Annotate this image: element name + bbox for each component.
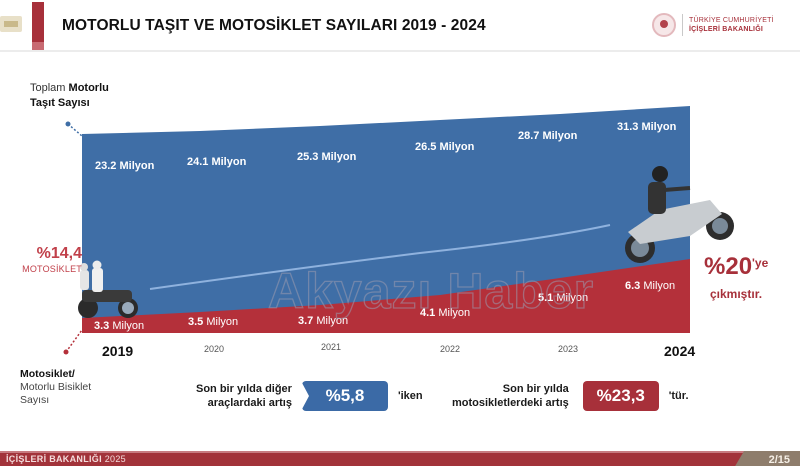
other-growth-text: Son bir yılda diğer araçlardaki artış [196, 382, 292, 410]
moto-label-line3: Sayısı [20, 394, 50, 406]
ministry-line-1: TÜRKİYE CUMHURİYETİ [689, 17, 774, 24]
year-2024: 2024 [664, 343, 695, 359]
total-label-2021: 25.3 Milyon [297, 151, 357, 163]
total-label-bold: Motorlu [68, 82, 109, 94]
footer-ministry: İÇİŞLERİ BAKANLIĞI 2025 [6, 454, 126, 464]
moto-growth-badge: %23,3 [582, 381, 659, 411]
total-vehicles-area [82, 106, 690, 333]
trend-line [149, 224, 611, 290]
ministry-name: TÜRKİYE CUMHURİYETİ İÇİŞLERİ BAKANLIĞI [689, 16, 774, 34]
moto-label-2019: 3.3 Milyon [94, 320, 144, 332]
total-label-2019: 23.2 Milyon [95, 160, 155, 172]
moto-share-2019: %14,4 [36, 245, 82, 262]
other-growth-badge: %5,8 [300, 381, 388, 411]
motorcycle-2024-icon [625, 166, 734, 263]
page-number-tab [734, 451, 800, 466]
total-label-2020: 24.1 Milyon [187, 156, 247, 168]
divider [682, 14, 683, 36]
moto-share-2024-suffix: 'ye [752, 256, 769, 270]
other-vehicles-growth: Son bir yılda diğer araçlardaki artış %5… [196, 381, 423, 411]
moto-growth-line2: motosikletlerdeki artış [452, 397, 569, 409]
motorcycle-2019-icon [78, 260, 138, 318]
total-label-prefix: Toplam [30, 82, 69, 94]
moto-label-line1: Motosiklet/ [20, 368, 75, 380]
year-2022: 2022 [440, 344, 460, 354]
moto-share-2024-sub: çıkmıştır. [710, 287, 763, 301]
moto-label-2022: 4.1 Milyon [420, 307, 470, 319]
page-number: 2/15 [768, 454, 790, 466]
other-growth-line1: Son bir yılda diğer [196, 383, 292, 395]
total-vehicles-label: Toplam Motorlu Taşıt Sayısı [30, 81, 109, 111]
total-label-2024: 31.3 Milyon [617, 121, 677, 133]
total-label-2023: 28.7 Milyon [518, 130, 578, 142]
watermark: Akyazı Haber [267, 262, 595, 319]
motorcycle-area [82, 259, 690, 333]
other-growth-line2: araçlardaki artış [207, 397, 292, 409]
moto-label-line2: Motorlu Bisiklet [20, 381, 92, 393]
moto-share-2024-value: %20 [704, 253, 753, 280]
total-label-line2: Taşıt Sayısı [30, 97, 90, 109]
ministry-line-2: İÇİŞLERİ BAKANLIĞI [689, 26, 763, 33]
page-title: MOTORLU TAŞIT VE MOTOSİKLET SAYILARI 201… [62, 17, 486, 34]
ministry-seal-icon [652, 13, 676, 37]
moto-label-2021: 3.7 Milyon [298, 315, 348, 327]
motorcycle-growth: Son bir yılda motosikletlerdeki artış %2… [452, 381, 689, 411]
footer-ministry-name: İÇİŞLERİ BAKANLIĞI [6, 454, 102, 464]
ministry-logo: TÜRKİYE CUMHURİYETİ İÇİŞLERİ BAKANLIĞI [652, 13, 774, 37]
slide-header: MOTORLU TAŞIT VE MOTOSİKLET SAYILARI 201… [0, 0, 800, 52]
moto-share-2024: %20'ye [704, 253, 768, 281]
moto-growth-suffix: 'tür. [668, 390, 689, 402]
year-2021: 2021 [321, 342, 341, 352]
motorcycle-count-label: Motosiklet/ Motorlu Bisiklet Sayısı [20, 368, 91, 407]
emblem-logo-icon [0, 16, 22, 32]
year-2019: 2019 [102, 343, 133, 359]
year-2023: 2023 [558, 344, 578, 354]
footer-year: 2025 [104, 454, 126, 464]
moto-label-2023: 5.1 Milyon [538, 292, 588, 304]
moto-growth-text: Son bir yılda motosikletlerdeki artış [452, 382, 569, 410]
moto-growth-line1: Son bir yılda [502, 383, 569, 395]
year-2020: 2020 [204, 344, 224, 354]
moto-label-2024: 6.3 Milyon [625, 280, 675, 292]
total-label-2022: 26.5 Milyon [415, 141, 475, 153]
other-growth-suffix: 'iken [397, 390, 423, 402]
title-accent-bar [32, 2, 44, 50]
moto-share-2019-label: MOTOSİKLET [22, 264, 82, 274]
moto-label-2020: 3.5 Milyon [188, 316, 238, 328]
slide-footer: İÇİŞLERİ BAKANLIĞI 2025 2/15 [0, 451, 800, 466]
